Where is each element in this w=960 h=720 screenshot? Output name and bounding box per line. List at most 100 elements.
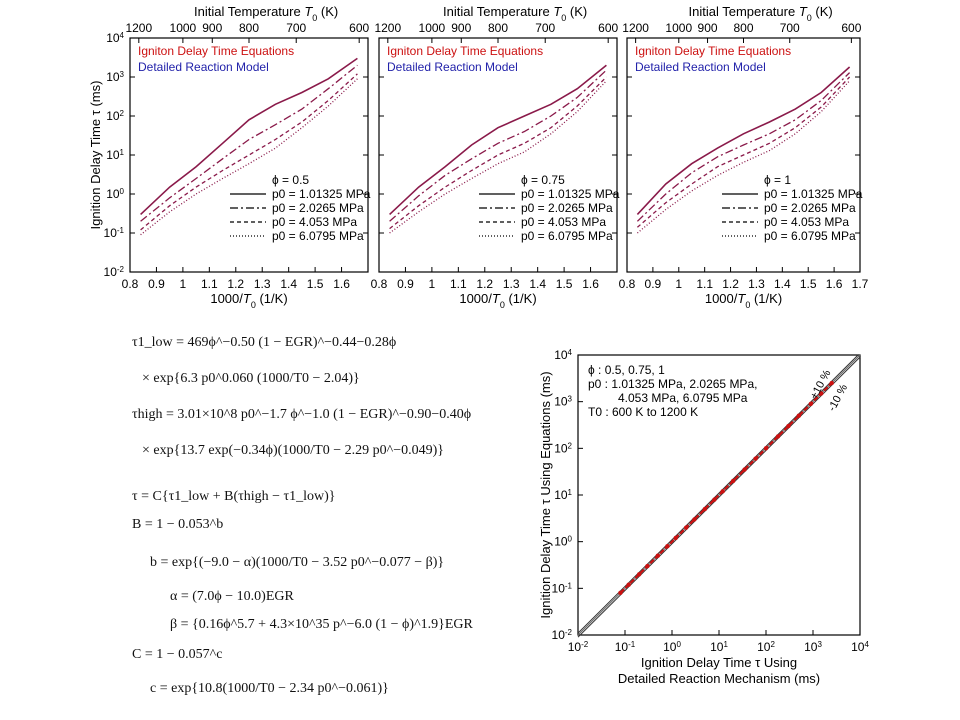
- series-line-1: [389, 64, 607, 215]
- legend-pressure-label: p0 = 6.0795 MPa: [272, 229, 364, 243]
- legend-pressure-label: p0 = 4.053 MPa: [764, 215, 849, 229]
- top-tick-label: 800: [488, 21, 508, 35]
- y-tick-label: 10-1: [104, 226, 125, 241]
- parity-x-tick-label: 104: [851, 640, 869, 655]
- parity-x-tick-label: 101: [710, 640, 728, 655]
- parity-y-tick-label: 10-1: [552, 581, 573, 596]
- x-tick-label: 1.3: [254, 277, 271, 291]
- parity-y-tick-label: 102: [554, 441, 572, 456]
- x-axis-title: 1000/T0 (1/K): [459, 291, 536, 310]
- y-tick-label: 104: [106, 31, 124, 46]
- x-tick-label: 1.6: [582, 277, 599, 291]
- equation-tau_high-line1: τhigh = 3.01×10^8 p0^−1.7 ϕ^−1.0 (1 − EG…: [132, 407, 471, 422]
- legend-pressure-label: p0 = 4.053 MPa: [272, 215, 357, 229]
- x-tick-label: 1: [675, 277, 682, 291]
- parity-y-title: Ignition Delay Time τ Using Equations (m…: [538, 371, 553, 618]
- top-tick-label: 700: [535, 21, 555, 35]
- top-tick-label: 800: [733, 21, 753, 35]
- x-tick-label: 1.5: [307, 277, 324, 291]
- series-line-2: [389, 69, 607, 222]
- equations-block: τ1_low = 469ϕ^−0.50 (1 − EGR)^−0.44−0.28…: [132, 335, 474, 696]
- equation-B: B = 1 − 0.053^b: [132, 517, 223, 532]
- parity-x-tick-label: 103: [804, 640, 822, 655]
- x-tick-label: 0.8: [371, 277, 388, 291]
- info-line-4: T0 : 600 K to 1200 K: [588, 405, 698, 419]
- phi-label: ϕ = 0.75: [521, 173, 565, 187]
- equation-b: b = exp{(−9.0 − α)(1000/T0 − 3.52 p0^−0.…: [150, 555, 444, 570]
- y-tick-label: 101: [106, 148, 124, 163]
- parity-y-tick-label: 104: [554, 348, 572, 363]
- legend-blue-label: Detailed Reaction Model: [635, 60, 766, 74]
- x-tick-label: 1.6: [826, 277, 843, 291]
- parity-plot: 10-210-2 10-1 10-1 100 100 101 101 102 102 103 103…: [538, 348, 869, 687]
- x-tick-label: 1.1: [450, 277, 467, 291]
- legend-pressure-label: p0 = 6.0795 MPa: [521, 229, 613, 243]
- parity-y-tick-label: 10-2: [552, 628, 573, 643]
- top-tick-label: 1200: [125, 21, 152, 35]
- x-tick-label: 1.5: [556, 277, 573, 291]
- x-tick-label: 1.2: [722, 277, 739, 291]
- series-line-2: [140, 64, 358, 222]
- equation-alpha: α = (7.0ϕ − 10.0)EGR: [170, 589, 294, 604]
- parity-y-tick-label: 101: [554, 488, 572, 503]
- equation-tau1_low-line2: × exp{6.3 p0^0.060 (1000/T0 − 2.04)}: [142, 371, 360, 386]
- parity-x-tick-label: 10-2: [568, 640, 589, 655]
- y-tick-label: 102: [106, 109, 124, 124]
- x-tick-label: 1.5: [800, 277, 817, 291]
- series-line-3: [140, 73, 358, 231]
- top-tick-label: 900: [698, 21, 718, 35]
- parity-line: [577, 354, 861, 636]
- top-tick-label: 1000: [419, 21, 446, 35]
- series-line-1: [140, 57, 358, 215]
- parity-x-title-1: Ignition Delay Time τ Using: [641, 655, 797, 670]
- legend-pressure-label: p0 = 6.0795 MPa: [764, 229, 856, 243]
- series-line-2: [636, 72, 851, 222]
- x-axis-title: 1000/T0 (1/K): [210, 291, 287, 310]
- legend-red-label: Igniton Delay Time Equations: [387, 44, 543, 58]
- top-tick-label: 600: [598, 21, 618, 35]
- x-tick-label: 1.1: [696, 277, 713, 291]
- info-line-1: ϕ : 0.5, 0.75, 1: [588, 363, 665, 377]
- top-tick-label: 600: [349, 21, 369, 35]
- x-tick-label: 0.8: [122, 277, 139, 291]
- x-tick-label: 0.9: [148, 277, 165, 291]
- x-tick-label: 1.2: [227, 277, 244, 291]
- info-line-2: p0 : 1.01325 MPa, 2.0265 MPa,: [588, 377, 757, 391]
- legend-pressure-label: p0 = 1.01325 MPa: [764, 187, 863, 201]
- panel-2: 0.8 0.9 1 1.1 1.2 1.3 1.4 1.5 1.6 1200 1000 900 800 7…: [371, 4, 620, 310]
- y-tick-label: 10-2: [104, 265, 125, 280]
- info-line-3: 4.053 MPa, 6.0795 MPa: [618, 391, 748, 405]
- panel-1: 0.8 0.9 1 1.1 1.2 1.3 1.4 1.5 1.6 1200 1000 900 800 7…: [104, 4, 371, 310]
- y-tick-label: 103: [106, 70, 124, 85]
- x-tick-label: 1.7: [852, 277, 869, 291]
- parity-x-tick-label: 100: [663, 640, 681, 655]
- parity-x-tick-label: 10-1: [615, 640, 636, 655]
- top-tick-label: 1000: [665, 21, 692, 35]
- top-tick-label: 600: [841, 21, 861, 35]
- x-tick-label: 1.4: [529, 277, 546, 291]
- top-tick-label: 1200: [622, 21, 649, 35]
- equation-c: c = exp{10.8(1000/T0 − 2.34 p0^−0.061)}: [150, 681, 389, 696]
- legend-pressure-label: p0 = 1.01325 MPa: [521, 187, 620, 201]
- legend-pressure-label: p0 = 2.0265 MPa: [764, 201, 856, 215]
- series-line-1: [636, 66, 851, 215]
- x-tick-label: 0.9: [397, 277, 414, 291]
- y-axis-title: Ignition Delay Time τ (ms): [88, 81, 103, 230]
- x-tick-label: 1.1: [201, 277, 218, 291]
- equation-C: C = 1 − 0.057^c: [132, 647, 222, 662]
- legend-red-label: Igniton Delay Time Equations: [635, 44, 791, 58]
- x-axis-title: 1000/T0 (1/K): [705, 291, 782, 310]
- top-axis-title: Initial Temperature T0 (K): [194, 4, 338, 23]
- legend-pressure-label: p0 = 1.01325 MPa: [272, 187, 371, 201]
- panel-3: 0.8 0.9 1 1.1 1.2 1.3 1.4 1.5 1.6 1.7 1200 1000 900 8…: [619, 4, 869, 310]
- phi-label: ϕ = 1: [764, 173, 791, 187]
- series-line-3: [636, 76, 851, 228]
- parity-point-band: [619, 382, 833, 594]
- y-tick-label: 100: [106, 187, 124, 202]
- top-tick-label: 900: [202, 21, 222, 35]
- x-tick-label: 1.4: [774, 277, 791, 291]
- equation-tau1_low-line1: τ1_low = 469ϕ^−0.50 (1 − EGR)^−0.44−0.28…: [132, 335, 396, 350]
- phi-label: ϕ = 0.5: [272, 173, 309, 187]
- series-line-4: [140, 78, 358, 236]
- top-tick-label: 1000: [170, 21, 197, 35]
